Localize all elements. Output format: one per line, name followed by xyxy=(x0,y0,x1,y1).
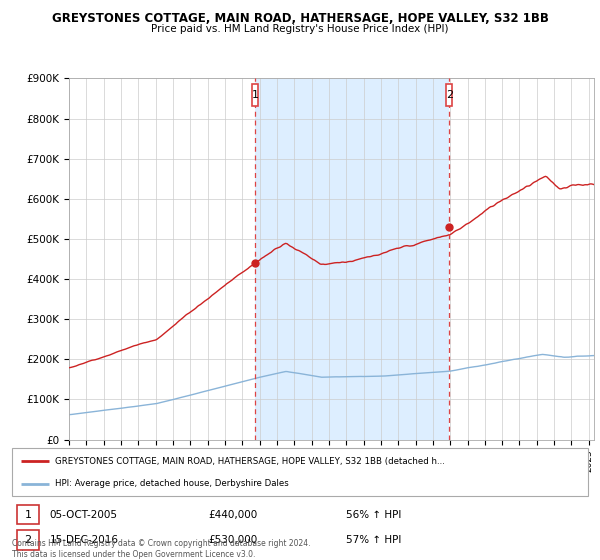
Text: 56% ↑ HPI: 56% ↑ HPI xyxy=(346,510,401,520)
Text: Contains HM Land Registry data © Crown copyright and database right 2024.
This d: Contains HM Land Registry data © Crown c… xyxy=(12,539,311,559)
FancyBboxPatch shape xyxy=(17,505,39,524)
FancyBboxPatch shape xyxy=(446,83,452,106)
Text: Price paid vs. HM Land Registry's House Price Index (HPI): Price paid vs. HM Land Registry's House … xyxy=(151,24,449,34)
FancyBboxPatch shape xyxy=(12,448,588,496)
Text: 2: 2 xyxy=(446,90,453,100)
Text: 15-DEC-2016: 15-DEC-2016 xyxy=(49,535,118,545)
FancyBboxPatch shape xyxy=(252,83,258,106)
Text: £530,000: £530,000 xyxy=(208,535,257,545)
Text: 2: 2 xyxy=(25,535,32,545)
Text: GREYSTONES COTTAGE, MAIN ROAD, HATHERSAGE, HOPE VALLEY, S32 1BB: GREYSTONES COTTAGE, MAIN ROAD, HATHERSAG… xyxy=(52,12,548,25)
FancyBboxPatch shape xyxy=(17,530,39,550)
Text: 57% ↑ HPI: 57% ↑ HPI xyxy=(346,535,401,545)
Text: 1: 1 xyxy=(252,90,259,100)
Text: GREYSTONES COTTAGE, MAIN ROAD, HATHERSAGE, HOPE VALLEY, S32 1BB (detached h...: GREYSTONES COTTAGE, MAIN ROAD, HATHERSAG… xyxy=(55,457,445,466)
Text: HPI: Average price, detached house, Derbyshire Dales: HPI: Average price, detached house, Derb… xyxy=(55,479,289,488)
Text: 05-OCT-2005: 05-OCT-2005 xyxy=(49,510,118,520)
Bar xyxy=(255,78,449,440)
Text: 1: 1 xyxy=(25,510,32,520)
Text: £440,000: £440,000 xyxy=(208,510,257,520)
